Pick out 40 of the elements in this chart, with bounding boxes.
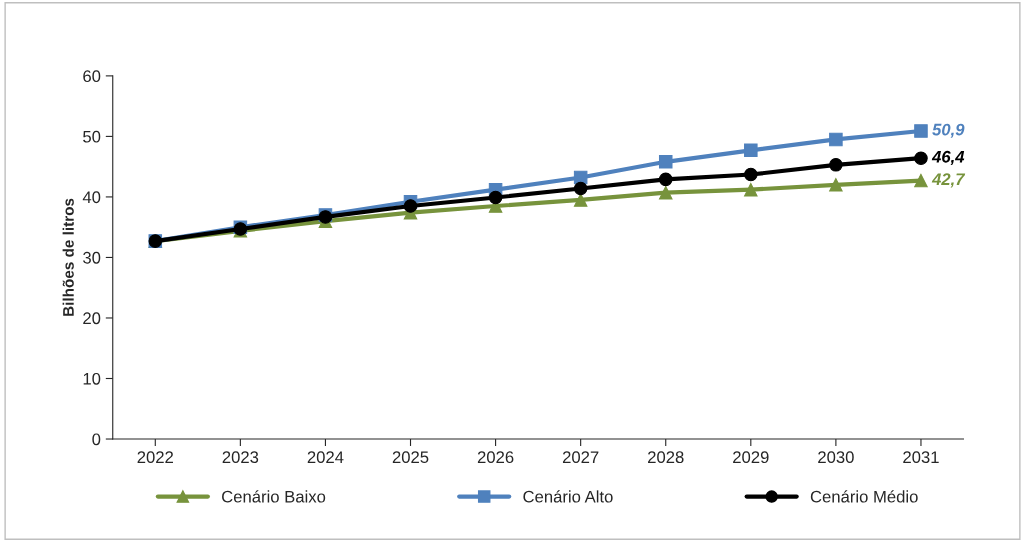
point [914,151,928,165]
point [488,190,503,205]
x-tick-label: 2023 [222,451,259,464]
y-tick-label: 0 [92,433,101,446]
point [658,172,673,187]
point [914,173,928,188]
y-tick-label: 10 [83,372,101,385]
data-label: 50,9 [932,123,965,138]
point [829,178,843,192]
point [744,143,758,158]
point [573,193,588,207]
x-tick-label: 2028 [648,451,684,464]
y-tick-label: 50 [83,130,101,143]
legend-label: Cenário Baixo [222,490,326,503]
x-tick-label: 2026 [477,451,514,464]
point [829,158,843,172]
point [829,132,843,147]
x-tick-label: 2030 [818,451,854,464]
x-tick-label: 2029 [733,451,769,464]
point [403,199,418,213]
point [744,167,758,182]
point [658,155,673,169]
point [744,182,758,197]
x-tick-label: 2025 [392,451,429,464]
x-tick-label: 2024 [307,451,344,464]
x-tick-label: 2022 [137,451,173,464]
legend-label: Cenário Alto [523,490,613,503]
legend-label: Cenário Médio [810,490,918,503]
y-axis-title: Bilhões de litros [62,198,74,316]
point [914,124,928,138]
data-label: 46,4 [931,150,965,166]
x-tick-label: 2031 [903,451,939,464]
y-tick-label: 30 [83,251,101,264]
y-tick-label: 60 [83,70,101,83]
data-label: 42,7 [931,173,966,188]
y-tick-label: 20 [83,312,101,325]
y-tick-label: 40 [82,191,101,204]
x-tick-label: 2027 [562,451,599,464]
point [573,181,588,196]
point [658,185,673,200]
